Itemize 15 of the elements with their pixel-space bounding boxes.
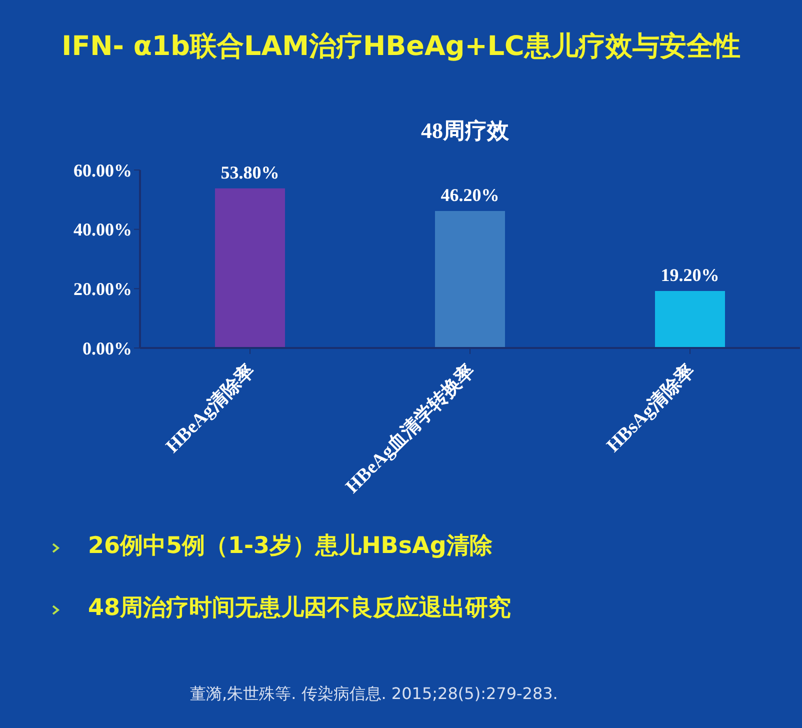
y-tick-label: 0.00%: [82, 338, 132, 358]
chart-subtitle: 48周疗效: [420, 117, 510, 145]
data-label: 19.20%: [660, 265, 720, 286]
text: 26例中5例（1-3岁）患儿HBsAg清除: [88, 532, 492, 561]
bar: [435, 210, 505, 348]
bar: [215, 188, 285, 348]
data-label: 46.20%: [440, 184, 500, 205]
y-tick-label: 20.00%: [74, 279, 132, 300]
text: 董漪,朱世殊等. 传染病信息. 2015;28(5):279-283.: [190, 684, 558, 705]
y-tick-label: 60.00%: [74, 160, 132, 180]
chart-title: IFN- α1b联合LAM治疗HBeAg+LC患儿疗效与安全性: [60, 30, 742, 64]
y-tick-label: 40.00%: [74, 220, 132, 240]
data-label: 53.80%: [220, 162, 280, 182]
bar: [655, 291, 725, 348]
text: 48周治疗时间无患儿因不良反应退出研究: [88, 594, 512, 623]
